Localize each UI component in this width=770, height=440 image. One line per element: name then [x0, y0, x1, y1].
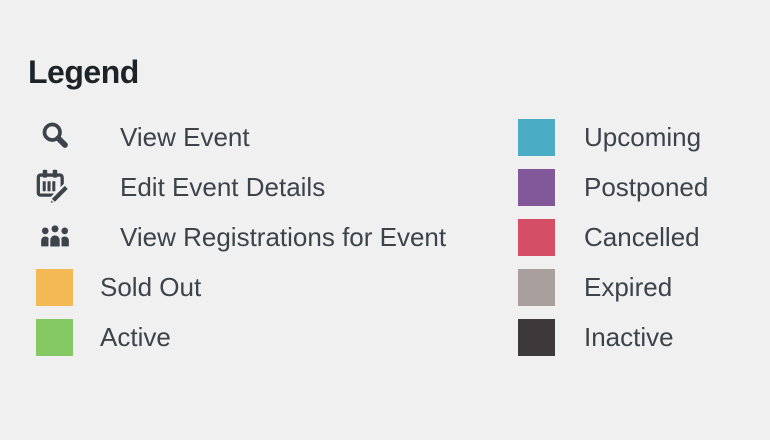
legend-item-label: Active	[100, 322, 171, 352]
status-swatch-expired	[518, 268, 555, 306]
legend-item-label: Inactive	[584, 322, 674, 352]
status-swatch-active	[36, 318, 73, 356]
legend-column-right: Upcoming Postponed Cancelled Expired Ina…	[481, 112, 770, 362]
legend-item-view-registrations: View Registrations for Event	[0, 212, 481, 262]
legend-panel: View Event Edit Event Details	[0, 112, 770, 362]
status-swatch-postponed	[518, 168, 555, 206]
calendar-edit-icon	[36, 169, 73, 206]
legend-item-label: Edit Event Details	[120, 172, 326, 202]
legend-item-label: Postponed	[584, 172, 709, 202]
status-swatch-upcoming	[518, 118, 555, 156]
legend-item-cancelled: Cancelled	[481, 212, 770, 262]
legend-item-upcoming: Upcoming	[481, 112, 770, 162]
legend-column-left: View Event Edit Event Details	[0, 112, 481, 362]
status-swatch-cancelled	[518, 218, 555, 256]
legend-item-label: View Event	[120, 122, 250, 152]
legend-item-label: Sold Out	[100, 272, 202, 302]
legend-item-edit-event: Edit Event Details	[0, 162, 481, 212]
status-swatch-inactive	[518, 318, 555, 356]
legend-item-inactive: Inactive	[481, 312, 770, 362]
legend-item-view-event: View Event	[0, 112, 481, 162]
status-swatch-sold-out	[36, 268, 73, 306]
groups-icon	[36, 219, 73, 256]
search-icon	[36, 119, 73, 156]
legend-item-label: Upcoming	[584, 122, 702, 152]
legend-item-label: Expired	[584, 272, 673, 302]
legend-item-sold-out: Sold Out	[0, 262, 481, 312]
page-title: Legend	[28, 53, 139, 90]
legend-item-active: Active	[0, 312, 481, 362]
legend-item-label: View Registrations for Event	[120, 222, 447, 252]
legend-item-postponed: Postponed	[481, 162, 770, 212]
legend-item-expired: Expired	[481, 262, 770, 312]
legend-item-label: Cancelled	[584, 222, 700, 252]
